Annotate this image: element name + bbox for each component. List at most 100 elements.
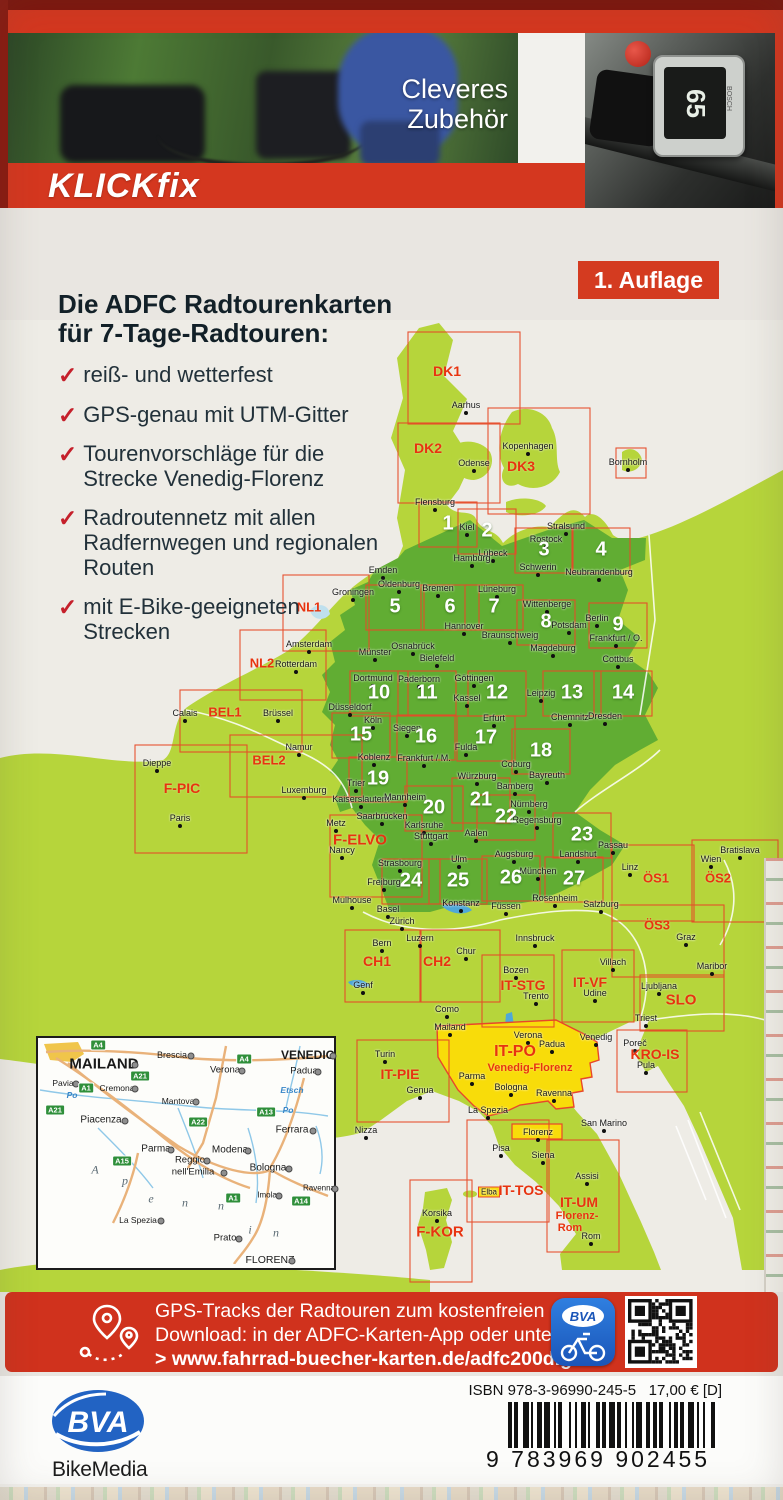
tile-box-22 xyxy=(476,794,536,841)
map-city-dot xyxy=(541,1161,545,1165)
feature-item: ✓ Tourenvorschläge für die Strecke Venedig… xyxy=(58,441,436,492)
inset-city-label: MAILAND xyxy=(69,1055,139,1073)
map-city-label: Mannheim xyxy=(383,792,427,802)
inset-city-dot xyxy=(288,1257,296,1265)
map-city-dot xyxy=(616,665,620,669)
qr-module xyxy=(658,1302,662,1306)
region-box xyxy=(419,929,501,1003)
qr-module xyxy=(665,1316,669,1320)
tile-box-2 xyxy=(457,508,517,555)
map-region-label: F-KOR xyxy=(416,1223,464,1241)
qr-module xyxy=(675,1336,679,1340)
barcode-bar xyxy=(562,1402,569,1448)
tile-box-23 xyxy=(552,812,612,859)
qr-module xyxy=(672,1346,676,1350)
qr-module xyxy=(672,1350,676,1354)
map-city-dot xyxy=(614,644,618,648)
inset-city-dot xyxy=(244,1147,252,1155)
map-city-label: Turin xyxy=(374,1049,396,1059)
barcode-bar xyxy=(608,1402,615,1448)
map-city-label: Florenz xyxy=(522,1127,554,1137)
map-tile-number: 10 xyxy=(367,681,391,704)
heading-line2: für 7-Tage-Radtouren: xyxy=(58,318,330,349)
inset-city-dot xyxy=(220,1169,228,1177)
map-city-label: Nizza xyxy=(354,1125,378,1135)
map-city-dot xyxy=(508,641,512,645)
map-city-label: Münster xyxy=(358,647,392,657)
map-city-label: Padua xyxy=(538,1039,566,1049)
barcode-bar xyxy=(669,1402,672,1448)
map-region-label: Florenz- xyxy=(555,1210,599,1222)
barcode-bar xyxy=(585,1402,588,1448)
qr-module xyxy=(682,1343,686,1347)
map-city-label: Nürnberg xyxy=(510,799,548,809)
map-city-dot xyxy=(381,576,385,580)
qr-module xyxy=(682,1336,686,1340)
map-region-label: IT-TOS xyxy=(498,1182,544,1198)
inset-city-label: Reggio xyxy=(174,1154,206,1166)
map-region-label: BEL1 xyxy=(208,704,242,720)
bva-logo-text: BVA xyxy=(67,1406,128,1439)
map-city-label: Zürich xyxy=(389,916,415,926)
map-tile-number: 11 xyxy=(416,681,438,704)
region-box xyxy=(487,407,591,515)
map-tile-number: 14 xyxy=(611,681,635,704)
qr-module xyxy=(655,1333,659,1337)
map-city-label: Kaiserslautern xyxy=(332,794,390,804)
qr-module xyxy=(662,1339,666,1344)
feature-text-line: Tourenvorschläge für die xyxy=(83,441,325,467)
barcode-bar xyxy=(671,1402,674,1448)
map-tile-number: 22 xyxy=(494,805,518,828)
inset-city-dot xyxy=(192,1098,199,1106)
map-city-dot xyxy=(307,650,311,654)
bike-computer-display: 65 BOSCH xyxy=(653,55,745,157)
map-city-dot xyxy=(595,624,599,628)
qr-module xyxy=(662,1309,666,1313)
inset-city-label: Bologna xyxy=(249,1162,287,1174)
map-tile-number: 1 xyxy=(442,512,454,535)
map-city-dot xyxy=(464,957,468,961)
qr-finder xyxy=(675,1305,686,1316)
isbn-line: ISBN 978-3-96990-245-5 17,00 € [D] xyxy=(420,1382,722,1399)
check-icon: ✓ xyxy=(58,401,78,428)
qr-module xyxy=(665,1350,669,1354)
region-box xyxy=(639,974,725,1032)
map-region-label: ÖS3 xyxy=(643,917,671,933)
qr-module xyxy=(679,1353,683,1357)
barcode-bar xyxy=(616,1402,622,1448)
map-tile-number: 18 xyxy=(529,739,553,762)
map-region-label: DK1 xyxy=(432,363,462,379)
qr-module xyxy=(689,1333,693,1337)
barcode-bar xyxy=(522,1402,529,1448)
qr-module xyxy=(665,1353,669,1357)
map-city-label: Kassel xyxy=(453,693,481,703)
qr-module xyxy=(662,1302,666,1306)
map-region-label: CH2 xyxy=(422,953,452,969)
map-city-dot xyxy=(597,578,601,582)
map-city-dot xyxy=(486,1116,490,1120)
qr-module xyxy=(662,1316,666,1320)
map-tile-number: 23 xyxy=(570,823,594,846)
inset-city-label: Prato xyxy=(213,1232,237,1244)
qr-module xyxy=(665,1312,669,1316)
inset-city-dot xyxy=(121,1117,129,1125)
qr-module xyxy=(668,1343,673,1347)
qr-module xyxy=(658,1360,662,1364)
qr-code xyxy=(625,1296,697,1368)
map-city-dot xyxy=(544,545,548,549)
highway-badge: A1 xyxy=(225,1192,241,1204)
inset-city-label: Imola xyxy=(257,1190,277,1200)
region-box xyxy=(409,1179,473,1283)
gps-url-prefix: > xyxy=(155,1347,167,1370)
tile-box-20 xyxy=(404,785,464,832)
qr-module xyxy=(689,1339,693,1344)
ijsselmeer xyxy=(310,605,330,619)
map-city-dot xyxy=(433,508,437,512)
qr-module xyxy=(668,1346,673,1350)
qr-module xyxy=(675,1333,679,1337)
map-city-label: Bremen xyxy=(422,583,454,593)
ebike-display-photo: 65 BOSCH xyxy=(585,33,775,208)
map-city-dot xyxy=(435,664,439,668)
qr-module xyxy=(651,1326,656,1330)
map-city-dot xyxy=(513,792,517,796)
